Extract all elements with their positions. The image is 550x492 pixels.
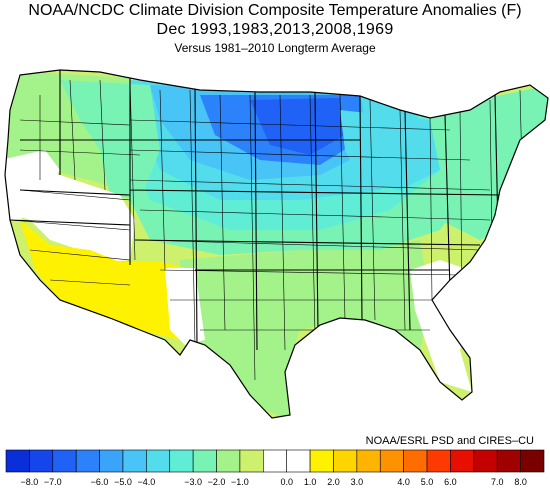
legend-color-box [122, 449, 147, 473]
region-desert-southwest [20, 220, 200, 340]
legend-color-box [356, 449, 381, 473]
region-minnesota [250, 98, 345, 155]
legend-tick-label: 5.0 [421, 477, 434, 487]
map-subtitle-baseline: Versus 1981–2010 Longterm Average [174, 41, 376, 55]
legend-color-box [263, 449, 287, 473]
state-boundaries [9, 70, 501, 351]
legend-tick-label: −1.0 [231, 477, 249, 487]
region-california-north [5, 150, 60, 220]
legend-color-box [286, 449, 311, 473]
map-title: NOAA/NCDC Climate Division Composite Tem… [28, 2, 522, 19]
legend-tick-label: 3.0 [351, 477, 364, 487]
data-credit: NOAA/ESRL PSD and CIRES–CU [365, 435, 534, 447]
legend-tick-label: −8.0 [21, 477, 39, 487]
us-climate-division-map [4, 69, 549, 419]
legend-color-box [5, 449, 30, 473]
legend-tick-label: 1.0 [304, 477, 317, 487]
legend-tick-label: 7.0 [491, 477, 504, 487]
legend-tick-label: −2.0 [208, 477, 226, 487]
legend-tick-label: −3.0 [184, 477, 202, 487]
legend-tick-label: 8.0 [514, 477, 527, 487]
legend-tick-label: −6.0 [91, 477, 109, 487]
legend-tick-label: −4.0 [137, 477, 155, 487]
legend-color-box [192, 449, 217, 473]
legend-tick-label: 2.0 [327, 477, 340, 487]
legend-tick-label: −5.0 [114, 477, 132, 487]
legend-color-box [75, 449, 100, 473]
legend-color-box [309, 449, 334, 473]
region-gulf-coast [180, 240, 430, 418]
division-boundaries [9, 79, 523, 381]
legend-color-box [403, 449, 428, 473]
legend-color-box [239, 449, 264, 473]
color-scale-legend: −8.0 −7.0 −6.0 −5.0 −4.0 −3.0 −2.0 −1.0 0.0 1.0 2.… [5, 449, 545, 487]
legend-color-box [99, 449, 124, 473]
legend-color-box [52, 449, 77, 473]
map-subtitle-years: Dec 1993,1983,2013,2008,1969 [156, 21, 394, 38]
region-new-mexico-east [165, 268, 205, 345]
legend-color-box [426, 449, 451, 473]
legend-color-box [496, 449, 521, 473]
legend-tick-label: 6.0 [444, 477, 457, 487]
legend-color-box [333, 449, 358, 473]
legend-color-box [520, 449, 545, 473]
legend-color-box [216, 449, 241, 473]
legend-color-box [169, 449, 194, 473]
legend-color-box [146, 449, 171, 473]
legend-tick-label: −7.0 [44, 477, 62, 487]
legend-color-box [450, 449, 475, 473]
legend-tick-label: 4.0 [397, 477, 410, 487]
legend-color-box [379, 449, 404, 473]
region-great-lakes [340, 110, 440, 190]
legend-color-box [29, 449, 54, 473]
legend-tick-label: 0.0 [280, 477, 293, 487]
legend-color-box [473, 449, 498, 473]
